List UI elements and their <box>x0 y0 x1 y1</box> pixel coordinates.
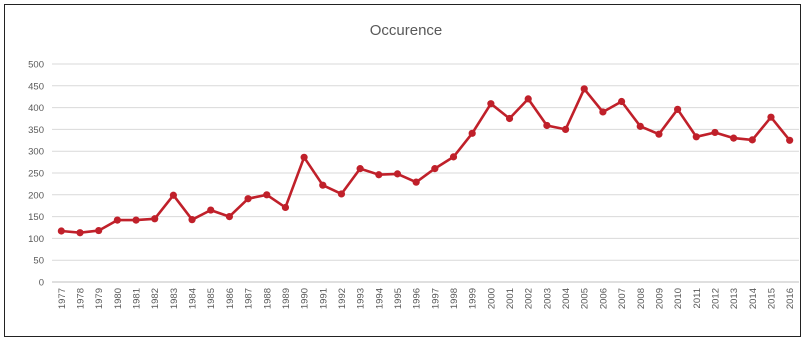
y-tick-label: 200 <box>28 190 44 201</box>
x-tick-label: 1991 <box>318 288 329 309</box>
y-tick-label: 0 <box>39 278 44 289</box>
x-tick-label: 1980 <box>113 288 124 309</box>
x-tick-label: 1977 <box>57 288 68 309</box>
x-tick-label: 1983 <box>169 288 180 309</box>
data-point <box>132 216 140 224</box>
y-tick-label: 100 <box>28 234 44 245</box>
x-tick-label: 2004 <box>561 288 572 309</box>
data-point <box>281 203 290 212</box>
data-point <box>356 165 364 173</box>
x-tick-label: 1993 <box>356 288 367 309</box>
y-tick-label: 450 <box>28 81 44 92</box>
x-tick-label: 1979 <box>94 288 105 309</box>
x-tick-label: 2012 <box>710 288 721 309</box>
data-point <box>655 130 663 138</box>
data-point <box>412 178 420 186</box>
x-tick-label: 2015 <box>766 288 777 309</box>
x-tick-label: 2013 <box>729 288 740 309</box>
x-tick-label: 1986 <box>225 288 236 309</box>
data-point <box>730 134 738 142</box>
y-tick-label: 300 <box>28 147 44 158</box>
y-tick-label: 400 <box>28 103 44 114</box>
x-tick-label: 2002 <box>524 288 535 309</box>
x-tick-label: 1978 <box>76 288 87 309</box>
data-point <box>393 170 402 178</box>
x-tick-label: 2011 <box>692 288 703 308</box>
data-point <box>319 181 327 189</box>
data-point <box>786 136 794 144</box>
data-point <box>524 95 532 103</box>
x-tick-label: 1988 <box>262 288 273 309</box>
x-tick-label: 1981 <box>132 288 143 309</box>
x-tick-label: 2007 <box>617 288 628 309</box>
x-tick-label: 1995 <box>393 288 404 309</box>
x-tick-label: 2005 <box>580 288 591 309</box>
x-tick-label: 2003 <box>542 288 553 309</box>
data-point <box>580 85 588 93</box>
x-tick-label: 1997 <box>430 288 441 309</box>
x-tick-label: 2001 <box>505 288 516 309</box>
data-point <box>188 216 196 224</box>
data-point <box>692 133 700 141</box>
y-tick-label: 500 <box>28 60 44 71</box>
y-tick-label: 150 <box>28 212 44 223</box>
y-tick-label: 250 <box>28 169 44 180</box>
data-point <box>95 226 103 235</box>
y-tick-label: 50 <box>33 256 44 267</box>
data-point <box>767 113 775 121</box>
data-point <box>617 97 626 106</box>
y-tick-label: 350 <box>28 125 44 136</box>
x-tick-label: 1984 <box>188 288 199 309</box>
data-point <box>505 114 514 123</box>
data-point <box>543 121 551 130</box>
data-point <box>431 165 439 173</box>
data-point <box>674 105 682 113</box>
data-point <box>711 128 719 137</box>
data-point <box>225 213 234 221</box>
data-point <box>337 190 346 198</box>
x-tick-label: 1985 <box>206 288 217 309</box>
data-point <box>375 171 383 179</box>
data-point <box>449 153 458 161</box>
data-point <box>57 227 65 235</box>
data-point <box>300 153 308 161</box>
data-point <box>748 136 756 144</box>
data-point <box>636 122 644 130</box>
data-point <box>468 129 476 137</box>
x-tick-label: 1999 <box>468 288 479 309</box>
x-tick-label: 1996 <box>412 288 423 309</box>
x-tick-label: 2006 <box>598 288 609 309</box>
data-point <box>561 125 570 133</box>
x-tick-label: 2000 <box>486 288 497 309</box>
x-tick-label: 2008 <box>636 288 647 309</box>
data-point <box>263 191 271 199</box>
data-point <box>599 108 607 116</box>
x-tick-label: 2016 <box>785 288 796 309</box>
data-point <box>113 216 121 224</box>
data-point <box>244 195 252 203</box>
x-tick-label: 1982 <box>150 288 161 309</box>
x-tick-label: 2010 <box>673 288 684 309</box>
data-point <box>151 215 159 223</box>
data-point <box>207 206 215 214</box>
x-tick-label: 1998 <box>449 288 460 309</box>
x-tick-label: 1989 <box>281 288 292 309</box>
chart-title: Occurence <box>369 22 443 39</box>
x-tick-label: 2009 <box>654 288 665 309</box>
x-tick-label: 2014 <box>748 288 759 309</box>
x-tick-label: 1987 <box>244 288 255 309</box>
x-tick-label: 1990 <box>300 288 311 309</box>
x-tick-label: 1992 <box>337 288 348 309</box>
data-point <box>169 191 177 199</box>
series-line <box>59 87 792 234</box>
data-point <box>76 229 84 237</box>
data-point <box>487 100 495 108</box>
x-tick-label: 1994 <box>374 288 385 309</box>
